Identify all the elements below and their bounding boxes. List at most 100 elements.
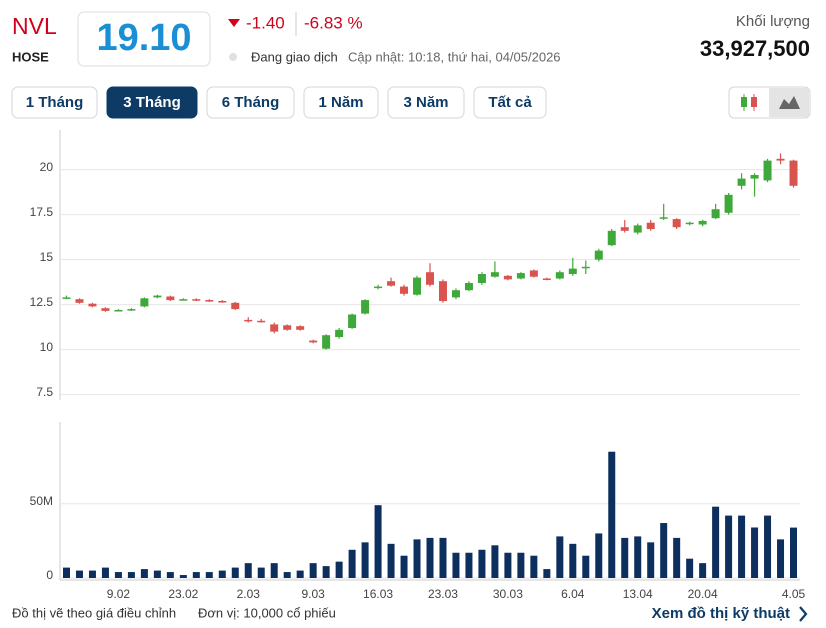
candle-body xyxy=(659,217,668,219)
volume-bar xyxy=(452,552,460,578)
volume-bar xyxy=(530,555,538,578)
footer-unit: Đơn vị: 10,000 cổ phiếu xyxy=(198,605,336,620)
candle-body xyxy=(374,286,383,289)
volume-bar xyxy=(296,570,304,578)
volume-bar xyxy=(660,523,668,578)
volume-bar xyxy=(62,567,70,578)
volume-bar xyxy=(101,567,109,578)
x-tick-label: 2.03 xyxy=(237,587,261,601)
volume-bar xyxy=(335,561,343,578)
chart-type-toggle[interactable] xyxy=(728,86,811,119)
candle-body xyxy=(529,270,538,277)
tab-label[interactable]: Tất cả xyxy=(488,94,532,111)
candle-body xyxy=(75,299,84,303)
tab-label[interactable]: 3 Tháng xyxy=(123,94,181,111)
volume-bar xyxy=(348,549,356,578)
candle-body xyxy=(140,298,149,307)
candle-body xyxy=(711,209,720,219)
tab-label[interactable]: 1 Năm xyxy=(318,94,363,111)
tab-button[interactable] xyxy=(206,86,295,119)
volume-bar xyxy=(231,567,239,578)
candle-body xyxy=(503,275,512,280)
volume-bar xyxy=(309,563,317,578)
volume-bar xyxy=(166,572,174,578)
x-tick-label: 30.03 xyxy=(493,587,523,601)
candle-body xyxy=(62,297,71,299)
candle-body xyxy=(581,266,590,269)
exchange: HOSE xyxy=(12,49,49,64)
icon-candle-up xyxy=(741,97,747,107)
volume-bar xyxy=(218,570,226,578)
tab-button[interactable] xyxy=(11,86,98,119)
chevron xyxy=(799,606,808,622)
volume-bar xyxy=(686,558,694,578)
status-dot xyxy=(229,53,237,61)
volume-bar xyxy=(88,570,96,578)
x-tick-label: 9.03 xyxy=(301,587,325,601)
candle-body xyxy=(672,219,681,228)
technical-link[interactable]: Xem đồ thị kỹ thuật xyxy=(652,605,790,622)
updated: Cập nhật: 10:18, thứ hai, 04/05/2026 xyxy=(348,49,561,64)
y-tick-label: 15 xyxy=(40,250,54,264)
volume-bar xyxy=(738,515,746,578)
volume-bar xyxy=(790,527,798,578)
volume-bar xyxy=(426,537,434,578)
icon-area xyxy=(779,96,800,109)
candle-body xyxy=(218,301,227,303)
x-tick-label: 16.03 xyxy=(363,587,393,601)
volume-bar xyxy=(270,563,278,578)
candle-body xyxy=(568,268,577,274)
candle-body xyxy=(400,286,409,294)
candle-body xyxy=(192,299,201,301)
y-tick-label: 12.5 xyxy=(30,295,54,309)
volume-bar xyxy=(569,543,577,578)
volume-bar xyxy=(205,572,213,578)
candle-body xyxy=(205,300,214,302)
tab-label[interactable]: 3 Năm xyxy=(403,94,448,111)
candle-body xyxy=(166,296,175,301)
tab-button[interactable] xyxy=(473,86,547,119)
candle-body xyxy=(594,250,603,260)
y-tick-label: 7.5 xyxy=(36,385,53,399)
volume-bar xyxy=(244,563,252,578)
volume-bar xyxy=(257,567,265,578)
x-tick-label: 20.04 xyxy=(688,587,718,601)
tab-button[interactable] xyxy=(303,86,379,119)
tab-label[interactable]: 1 Tháng xyxy=(26,94,84,111)
candle-body xyxy=(789,160,798,186)
volume-bar xyxy=(699,563,707,578)
volume-bar xyxy=(647,542,655,578)
volume-bar xyxy=(361,542,369,578)
x-tick-label: 13.04 xyxy=(623,587,653,601)
tab-button[interactable] xyxy=(387,86,465,119)
candle-body xyxy=(620,227,629,231)
candle-body xyxy=(348,314,357,328)
volume-bar xyxy=(517,552,525,578)
candle-body xyxy=(114,310,123,312)
volume-bar xyxy=(387,543,395,578)
candle-body xyxy=(477,274,486,283)
candle-body xyxy=(322,335,331,349)
candle-body xyxy=(179,299,188,301)
candle-body xyxy=(283,325,292,330)
candle-body xyxy=(516,273,525,279)
volume-bar xyxy=(582,555,590,578)
candle-body xyxy=(413,277,422,295)
volume-bar xyxy=(556,536,564,578)
volume-bar xyxy=(764,515,772,578)
volume-bar xyxy=(179,575,187,578)
volume-bar xyxy=(439,537,447,578)
tab-button[interactable] xyxy=(106,86,198,119)
change: -1.40 xyxy=(246,13,285,32)
candle-body xyxy=(490,272,499,277)
candle-body xyxy=(257,320,266,323)
change-pct: -6.83 % xyxy=(304,13,363,32)
tab-label[interactable]: 6 Tháng xyxy=(222,94,280,111)
candle-body xyxy=(127,309,136,311)
volume-bar xyxy=(374,505,382,578)
candle-body xyxy=(387,281,396,286)
candle-body xyxy=(426,272,434,285)
volume-bar xyxy=(114,572,122,578)
x-tick-label: 9.02 xyxy=(107,587,131,601)
